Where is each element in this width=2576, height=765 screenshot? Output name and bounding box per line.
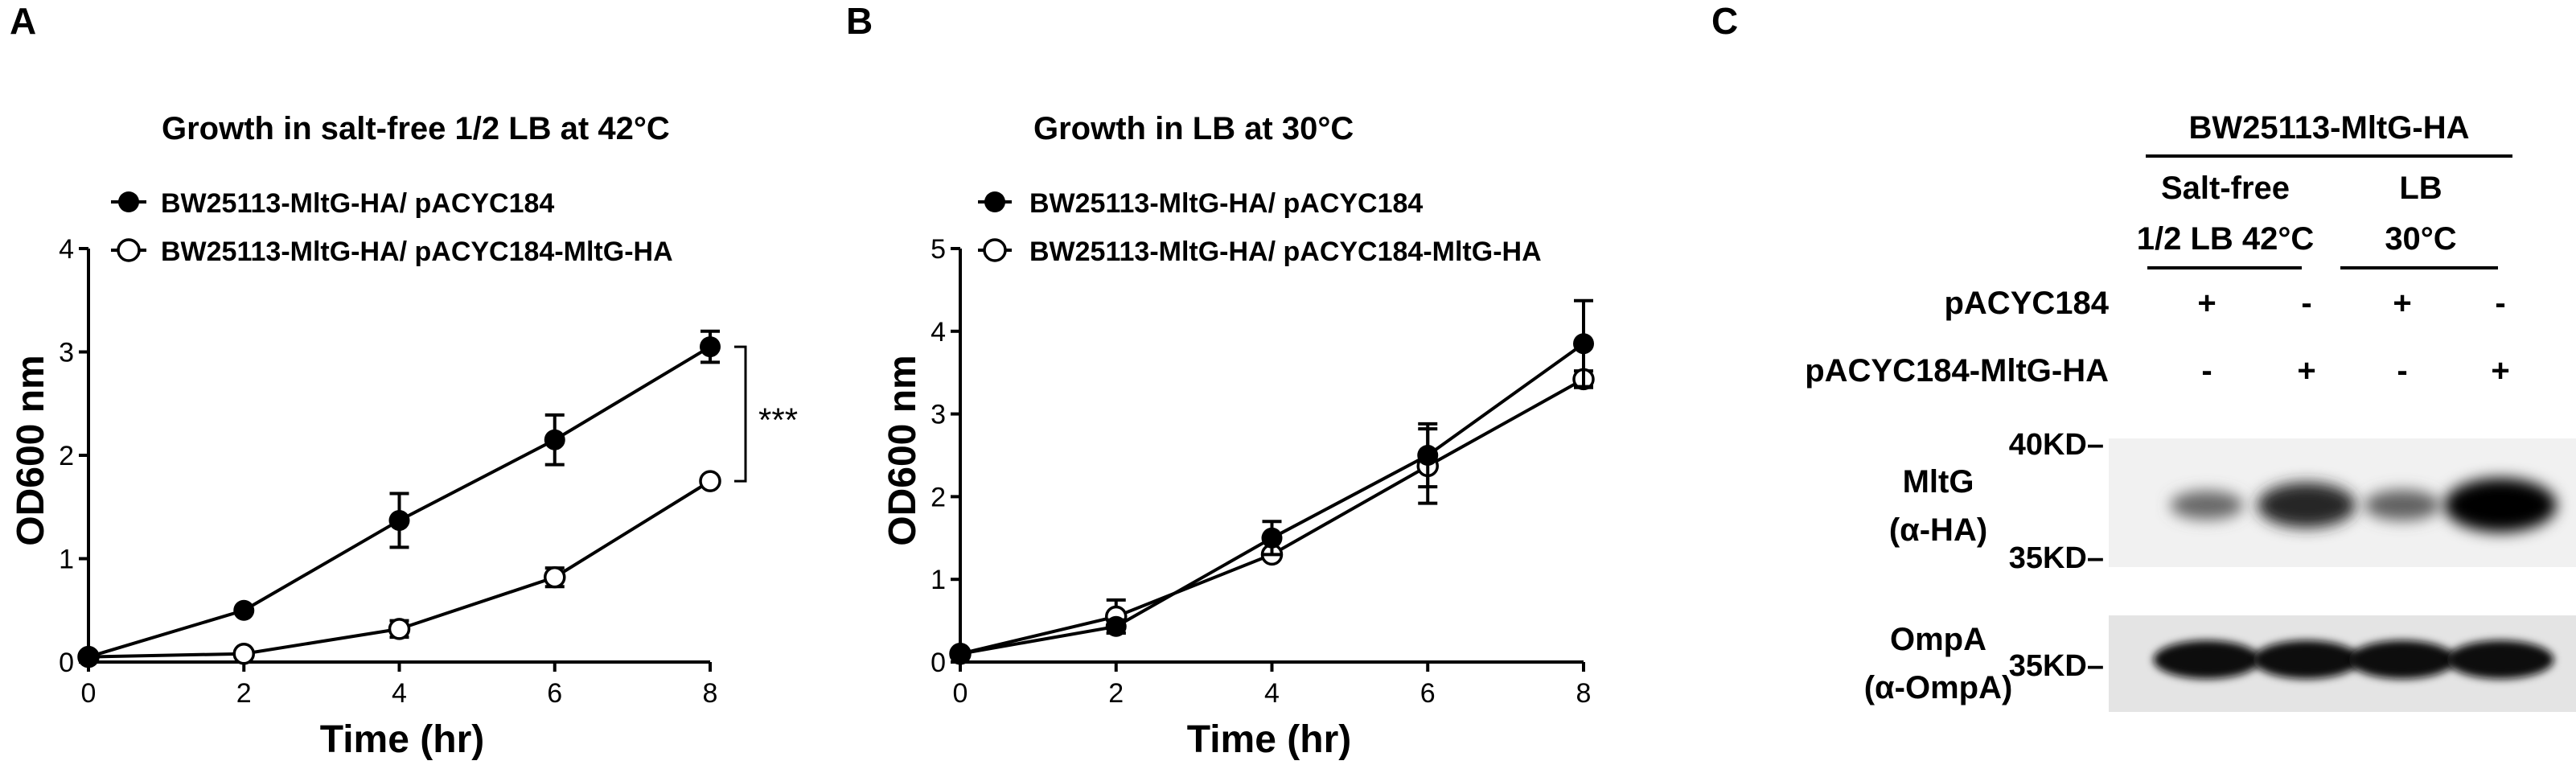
chart-a-x-tick-label: 4 [392,678,407,709]
chart-b-y-tick-label: 5 [931,234,946,265]
chart-a-y-tick-label: 4 [59,234,74,265]
chart-b-series-1-point [1417,445,1439,466]
panel-a: A Growth in salt-free 1/2 LB at 42°C BW2… [10,0,798,761]
chart-b-series-1-point [950,643,971,664]
condition-1-line2: 1/2 LB 42°C [2137,221,2315,257]
blot-2-band [2447,640,2554,679]
chart-a-y-tick-label: 3 [59,338,74,368]
panel-letter-b: B [846,0,873,42]
chart-a-series-2-point [388,618,411,640]
chart-a-series-1-point [78,646,99,668]
legend-a-series-2: BW25113-MltG-HA/ pACYC184-MltG-HA [161,236,673,267]
chart-a-title: Growth in salt-free 1/2 LB at 42°C [162,111,670,146]
chart-b-series-1-line [959,342,1585,656]
chart-a-y-tick-label: 0 [59,648,74,678]
chart-b-x-tick-label: 8 [1576,678,1592,709]
chart-b-xlabel: Time (hr) [1187,718,1351,761]
lane-sign: + [2297,353,2315,389]
chart-a-y-tick-label: 1 [59,545,74,575]
legend-b-series-2: BW25113-MltG-HA/ pACYC184-MltG-HA [1029,236,1542,267]
chart-a-ylabel: OD600 nm [10,355,52,545]
chart-b-legend: BW25113-MltG-HA/ pACYC184 BW25113-MltG-H… [978,188,1542,267]
chart-a-series-2-point [544,566,566,589]
blot-1-band [2170,491,2244,520]
chart-b-y-tick-label: 3 [931,400,946,430]
blot-2-marker: 35KD– [2009,649,2104,683]
panel-c: C BW25113-MltG-HA Salt-free 1/2 LB 42°C … [1711,0,2576,712]
blot-1-label-2: (α-HA) [1889,512,1987,548]
blot-1-band [2364,489,2441,521]
chart-b-ylabel: OD600 nm [881,355,924,545]
chart-a-x-tick-label: 0 [81,678,97,709]
blot-2-band [2153,640,2261,679]
chart-a-significance-bracket [734,345,747,483]
chart-a-legend: BW25113-MltG-HA/ pACYC184 BW25113-MltG-H… [111,188,673,267]
row-label-pacyc184: pACYC184 [1944,286,2109,321]
chart-b-series-1-point [1261,527,1283,549]
chart-a-series-1-point [544,429,565,450]
chart-b-y-tick-label: 0 [931,648,946,678]
chart-b-series-1-point [1105,615,1127,637]
chart-b-plot: 0 1 2 3 4 5 0 2 4 6 8 [931,234,1595,709]
blot-2-band [2253,640,2360,679]
chart-a-series-1-point [388,509,410,531]
lane-sign: + [2491,353,2509,389]
chart-a-series-2-point [699,470,721,492]
chart-a-x-tick-label: 6 [547,678,562,709]
condition-2-line2: 30°C [2385,221,2456,257]
chart-a-series-1-point [700,336,721,358]
blot-2-label-1: OmpA [1890,622,1986,657]
chart-a-series-2-point [232,642,255,665]
chart-b-y-tick-label: 4 [931,317,946,348]
blot-1-band [2444,478,2557,533]
chart-a-x-tick-label: 2 [236,678,252,709]
chart-a-significance-label: *** [758,401,798,439]
legend-a-open-marker [117,238,141,262]
condition-2-line1: LB [2399,171,2442,206]
chart-b-y-tick-label: 2 [931,482,946,512]
lane-sign: + [2197,286,2216,321]
chart-b-title: Growth in LB at 30°C [1033,111,1354,146]
strain-label: BW25113-MltG-HA [2189,110,2470,146]
blot-2-label-2: (α-OmpA) [1864,670,2013,705]
blot-2-bands [2153,640,2554,679]
row-label-pacyc184-mltg-ha: pACYC184-MltG-HA [1805,353,2109,389]
blot-1-marker-top: 40KD– [2009,428,2104,462]
lane-sign: - [2301,286,2311,321]
lane-sign: - [2495,286,2505,321]
lane-signs: + - + - - + - + [2197,286,2509,389]
lane-sign: - [2397,353,2407,389]
blot-1-marker-bottom: 35KD– [2009,541,2104,575]
blot-1-band [2257,482,2356,529]
lane-sign: + [2393,286,2411,321]
chart-b-x-tick-label: 4 [1264,678,1280,709]
panel-letter-c: C [1711,0,1738,42]
blot-2-band [2348,640,2456,679]
blot-1-label-1: MltG [1903,464,1974,500]
condition-1-line1: Salt-free [2161,171,2290,206]
chart-b-y-tick-label: 1 [931,565,946,595]
chart-a-series-1-point [233,599,255,621]
chart-a-plot: 0 1 2 3 4 0 2 4 6 8 *** [59,234,798,709]
chart-b-x-tick-label: 0 [953,678,968,709]
panel-letter-a: A [10,0,36,42]
panel-b: B Growth in LB at 30°C BW25113-MltG-HA/ … [846,0,1595,761]
chart-b-series-2-line [959,377,1584,656]
legend-b-open-marker [983,238,1007,262]
blot-1-bands [2170,478,2557,533]
chart-b-x-tick-label: 6 [1420,678,1436,709]
chart-a-x-tick-label: 8 [703,678,718,709]
chart-a-xlabel: Time (hr) [320,718,484,761]
legend-b-series-1: BW25113-MltG-HA/ pACYC184 [1029,188,1423,219]
lane-sign: - [2201,353,2212,389]
legend-a-series-1: BW25113-MltG-HA/ pACYC184 [161,188,554,219]
chart-b-series-1-point [1573,333,1594,355]
chart-b-x-tick-label: 2 [1108,678,1124,709]
chart-a-y-tick-label: 2 [59,441,74,471]
